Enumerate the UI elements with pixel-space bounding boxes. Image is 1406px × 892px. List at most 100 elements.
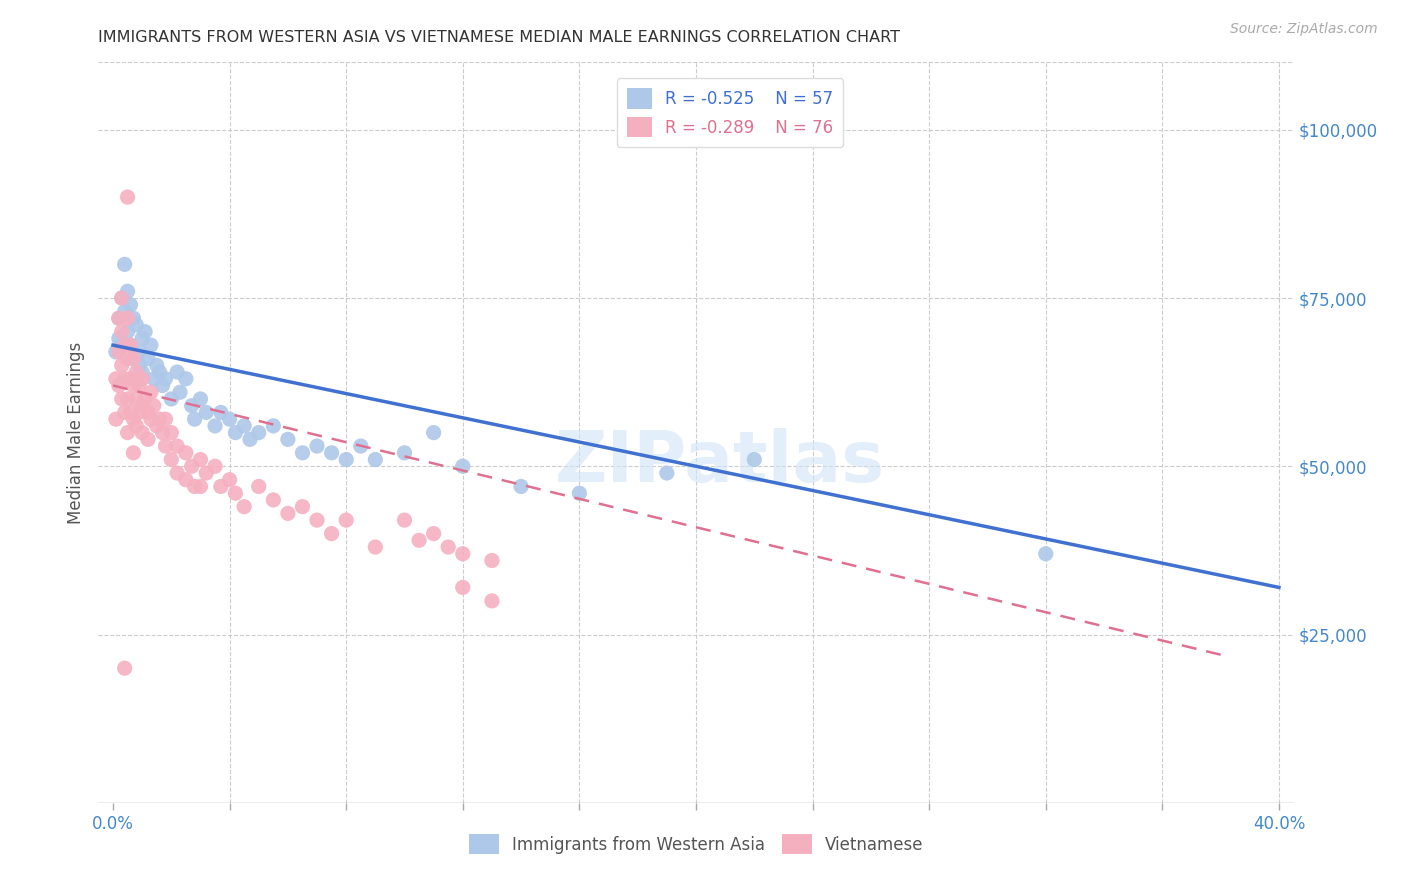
Point (142, 399, 165, 413)
Point (305, 513, 328, 527)
Point (174, 372, 197, 386)
Point (108, 344, 131, 359)
Point (408, 533, 430, 548)
Point (291, 500, 314, 514)
Point (422, 425, 444, 440)
Point (104, 344, 127, 359)
Point (510, 479, 533, 493)
Point (195, 405, 218, 419)
Point (122, 446, 145, 460)
Point (122, 351, 145, 366)
Point (394, 513, 416, 527)
Point (131, 399, 153, 413)
Point (111, 338, 134, 352)
Point (166, 365, 188, 379)
Point (451, 547, 474, 561)
Point (128, 344, 150, 359)
Point (335, 452, 357, 467)
Point (117, 351, 139, 366)
Point (195, 466, 218, 480)
Point (204, 459, 226, 474)
Point (136, 405, 159, 419)
Point (145, 359, 167, 373)
Point (111, 392, 134, 406)
Point (291, 446, 314, 460)
Point (136, 351, 159, 366)
Point (218, 412, 240, 426)
Point (247, 479, 270, 493)
Point (131, 365, 153, 379)
Legend: Immigrants from Western Asia, Vietnamese: Immigrants from Western Asia, Vietnamese (463, 828, 929, 861)
Point (120, 405, 142, 419)
Point (114, 257, 136, 271)
Text: IMMIGRANTS FROM WESTERN ASIA VS VIETNAMESE MEDIAN MALE EARNINGS CORRELATION CHAR: IMMIGRANTS FROM WESTERN ASIA VS VIETNAME… (98, 29, 900, 45)
Point (117, 285, 139, 299)
Point (481, 553, 503, 567)
Point (451, 459, 474, 474)
Point (180, 399, 202, 413)
Point (247, 425, 270, 440)
Point (108, 378, 131, 392)
Point (451, 581, 474, 595)
Point (120, 338, 142, 352)
Point (125, 318, 148, 332)
Point (139, 338, 162, 352)
Point (277, 507, 299, 521)
Point (117, 311, 139, 326)
Point (128, 359, 150, 373)
Point (136, 433, 159, 447)
Point (128, 405, 150, 419)
Point (111, 359, 134, 373)
Point (335, 513, 357, 527)
Point (180, 459, 202, 474)
Point (145, 418, 167, 433)
Point (209, 405, 232, 419)
Point (111, 291, 134, 305)
Point (174, 446, 197, 460)
Point (142, 372, 165, 386)
Point (125, 418, 148, 433)
Point (155, 439, 177, 453)
Point (166, 466, 188, 480)
Point (364, 452, 387, 467)
Point (350, 439, 373, 453)
Point (742, 452, 765, 467)
Point (117, 190, 139, 204)
Point (139, 385, 162, 400)
Point (134, 325, 156, 339)
Text: ZIPatlas: ZIPatlas (555, 428, 884, 497)
Point (114, 661, 136, 675)
Point (114, 338, 136, 352)
Point (120, 372, 142, 386)
Point (131, 425, 153, 440)
Point (321, 526, 343, 541)
Point (218, 473, 240, 487)
Point (155, 372, 177, 386)
Point (481, 594, 503, 608)
Point (209, 479, 232, 493)
Point (262, 418, 284, 433)
Point (108, 311, 131, 326)
Point (120, 298, 142, 312)
Point (152, 425, 174, 440)
Point (233, 418, 256, 433)
Point (114, 405, 136, 419)
Point (233, 500, 256, 514)
Point (122, 351, 145, 366)
Point (321, 446, 343, 460)
Point (117, 392, 139, 406)
Point (111, 325, 134, 339)
Point (422, 526, 444, 541)
Point (125, 365, 148, 379)
Point (437, 540, 460, 554)
Point (224, 425, 246, 440)
Point (120, 338, 142, 352)
Point (131, 331, 153, 345)
Point (224, 486, 246, 500)
Point (239, 433, 262, 447)
Point (204, 418, 226, 433)
Point (190, 392, 212, 406)
Point (111, 291, 134, 305)
Point (134, 392, 156, 406)
Point (155, 412, 177, 426)
